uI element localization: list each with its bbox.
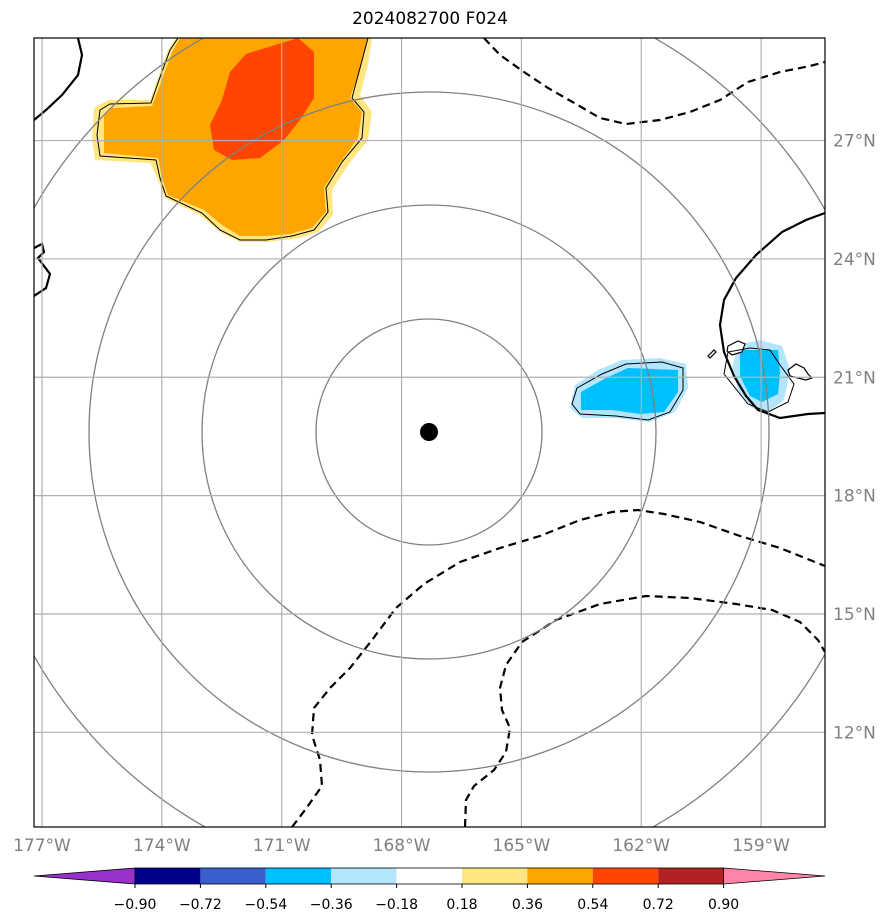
colorbar-tick-label: −0.54 — [244, 897, 287, 913]
longitude-labels: 177°W 174°W 171°W 168°W 165°W 162°W 159°W — [13, 836, 790, 856]
colorbar-segment — [200, 868, 266, 884]
colorbar-segment — [658, 868, 724, 884]
colorbar: −0.90 −0.72 −0.54 −0.36 −0.18 0.18 0.36 0.54 0.7… — [33, 867, 826, 913]
island-oahu — [723, 347, 795, 413]
range-ring-3 — [88, 91, 770, 773]
latitude-label: 27°N — [833, 132, 876, 152]
island-molokai-maui — [787, 363, 814, 381]
colorbar-tick-label: 0.54 — [577, 897, 608, 913]
range-rings — [34, 38, 825, 827]
positive-anomaly-core — [210, 38, 314, 160]
positive-anomaly-contour — [96, 38, 369, 241]
colorbar-segment — [331, 868, 397, 884]
solid-contour-e — [718, 211, 825, 420]
graticule — [34, 38, 825, 827]
latitude-label: 15°N — [833, 605, 876, 625]
colorbar-tick-label: 0.36 — [512, 897, 543, 913]
negative-anomaly-contour-1 — [571, 361, 684, 421]
negative-anomaly-core-2 — [740, 350, 780, 402]
dashed-contour-south-1 — [291, 508, 825, 827]
colorbar-outline — [134, 867, 724, 885]
colorbar-tick-label: 0.72 — [643, 897, 674, 913]
longitude-label: 165°W — [493, 836, 551, 856]
colorbar-tick-label: 0.18 — [446, 897, 477, 913]
longitude-label: 168°W — [373, 836, 431, 856]
latitude-labels: 27°N 24°N 21°N 18°N 15°N 12°N — [833, 132, 876, 744]
colorbar-tick-label: −0.90 — [114, 897, 157, 913]
latitude-label: 21°N — [833, 368, 876, 388]
storm-center-marker — [420, 423, 438, 441]
map-plot-area — [34, 38, 825, 827]
longitude-label: 171°W — [253, 836, 311, 856]
colorbar-tick-label: −0.36 — [310, 897, 353, 913]
colorbar-tick-label: −0.18 — [375, 897, 418, 913]
colorbar-segment — [527, 868, 593, 884]
colorbar-tick-label: 0.90 — [708, 897, 739, 913]
longitude-label: 159°W — [732, 836, 790, 856]
colorbar-extend-low — [33, 867, 136, 885]
longitude-label: 162°W — [612, 836, 670, 856]
colorbar-segment — [462, 868, 528, 884]
colorbar-segment — [396, 868, 462, 884]
latitude-label: 12°N — [833, 723, 876, 743]
dashed-contour-south-2 — [463, 594, 825, 827]
map-frame — [33, 37, 826, 828]
latitude-label: 24°N — [833, 250, 876, 270]
range-ring-2 — [201, 204, 657, 660]
island-niihau — [707, 349, 717, 359]
colorbar-segment — [135, 868, 201, 884]
colorbar-extend-high — [723, 867, 826, 885]
longitude-label: 174°W — [133, 836, 191, 856]
dashed-contour-north — [483, 38, 825, 126]
range-ring-1 — [315, 318, 543, 546]
map-title: 2024082700 F024 — [352, 9, 508, 29]
colorbar-tick-label: −0.72 — [179, 897, 222, 913]
longitude-label: 177°W — [13, 836, 71, 856]
colorbar-segment — [592, 868, 659, 884]
latitude-label: 18°N — [833, 487, 876, 507]
colorbar-segment — [265, 868, 332, 884]
solid-contour-nw — [34, 38, 84, 121]
